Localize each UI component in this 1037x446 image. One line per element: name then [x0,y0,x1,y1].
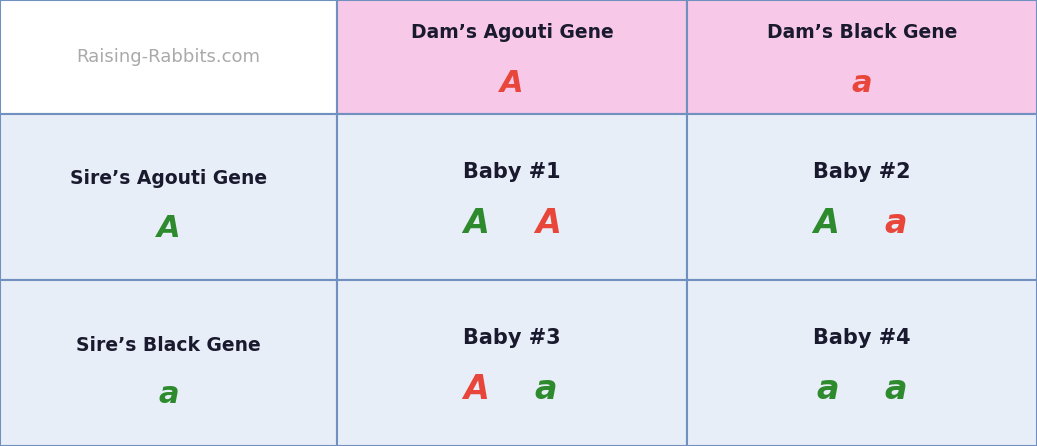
Text: a: a [885,373,907,406]
Text: A: A [500,69,524,98]
Text: A: A [535,207,561,240]
Text: Sire’s Agouti Gene: Sire’s Agouti Gene [69,169,268,189]
Text: A: A [157,214,180,243]
Text: Baby #1: Baby #1 [464,162,561,182]
Text: A: A [464,373,489,406]
Text: Baby #4: Baby #4 [813,328,910,348]
FancyBboxPatch shape [686,114,1037,280]
Text: a: a [817,373,839,406]
Text: Baby #3: Baby #3 [464,328,561,348]
Text: Dam’s Agouti Gene: Dam’s Agouti Gene [411,23,614,42]
FancyBboxPatch shape [337,280,686,446]
FancyBboxPatch shape [337,114,686,280]
Text: Baby #2: Baby #2 [813,162,910,182]
Text: Raising-Rabbits.com: Raising-Rabbits.com [77,48,260,66]
Text: a: a [885,207,907,240]
Text: a: a [535,373,557,406]
FancyBboxPatch shape [0,0,337,114]
Text: a: a [159,380,178,409]
FancyBboxPatch shape [0,114,337,280]
Text: A: A [813,207,839,240]
FancyBboxPatch shape [686,280,1037,446]
Text: Dam’s Black Gene: Dam’s Black Gene [766,23,957,42]
FancyBboxPatch shape [0,280,337,446]
Text: A: A [464,207,489,240]
FancyBboxPatch shape [337,0,686,114]
FancyBboxPatch shape [686,0,1037,114]
Text: Sire’s Black Gene: Sire’s Black Gene [76,335,261,355]
Text: a: a [851,69,872,98]
